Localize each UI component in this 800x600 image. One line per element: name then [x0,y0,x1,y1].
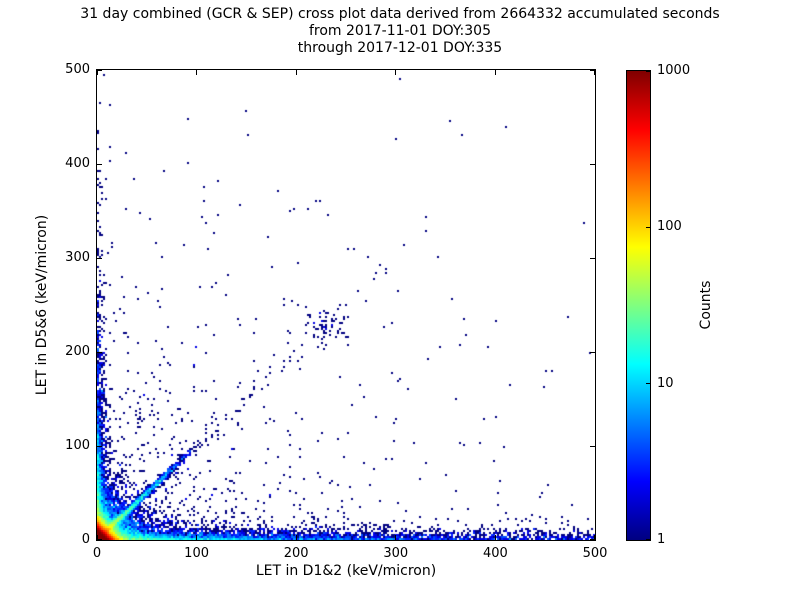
x-tick-mark [295,70,297,75]
x-tick-mark [494,535,496,540]
y-tick-label: 400 [65,156,90,171]
x-tick-mark [594,535,595,540]
x-tick-label: 300 [383,546,409,561]
colorbar-tick-label: 10 [657,375,674,391]
colorbar-tick-label: 1000 [657,63,691,78]
colorbar-tick-mark [646,226,650,228]
chart-subtitle-from: from 2017-11-01 DOY:305 [308,23,491,39]
x-tick-mark [97,70,98,75]
scatter-canvas [97,70,595,540]
x-tick-label: 500 [582,546,608,561]
x-tick-mark [295,535,297,540]
colorbar-tick-mark [646,383,650,385]
y-tick-label: 100 [65,438,90,453]
x-tick-mark [395,535,397,540]
y-tick-label: 300 [65,250,90,265]
y-tick-label: 200 [65,344,90,359]
colorbar [626,70,651,541]
x-tick-label: 400 [482,546,508,561]
y-tick-mark [97,539,102,540]
y-axis-label: LET in D5&6 (keV/micron) [34,214,50,396]
colorbar-tick-mark [646,71,650,72]
x-tick-mark [196,535,198,540]
x-tick-label: 200 [283,546,309,561]
y-tick-mark [97,70,102,71]
x-tick-label: 0 [92,546,102,561]
y-tick-mark [590,351,595,353]
colorbar-tick-mark [646,539,650,540]
y-tick-mark [590,257,595,259]
y-tick-mark [97,257,102,259]
y-tick-label: 0 [81,532,90,547]
colorbar-tick-label: 1 [657,532,666,547]
y-tick-mark [590,445,595,447]
colorbar-tick-label: 100 [657,219,682,235]
y-tick-mark [590,70,595,71]
chart-subtitle-through: through 2017-12-01 DOY:335 [297,40,503,56]
x-axis-label: LET in D1&2 (keV/micron) [255,563,437,579]
x-tick-mark [395,70,397,75]
colorbar-label: Counts [698,280,714,330]
x-tick-label: 100 [184,546,209,561]
x-tick-mark [196,70,198,75]
y-tick-mark [590,163,595,165]
chart-title: 31 day combined (GCR & SEP) cross plot d… [80,6,720,22]
x-tick-mark [594,70,595,75]
x-tick-mark [494,70,496,75]
y-tick-mark [590,539,595,540]
y-tick-mark [97,351,102,353]
y-tick-mark [97,163,102,165]
y-tick-label: 500 [65,62,90,77]
y-tick-mark [97,445,102,447]
x-tick-mark [97,535,98,540]
plot-area [96,69,596,541]
